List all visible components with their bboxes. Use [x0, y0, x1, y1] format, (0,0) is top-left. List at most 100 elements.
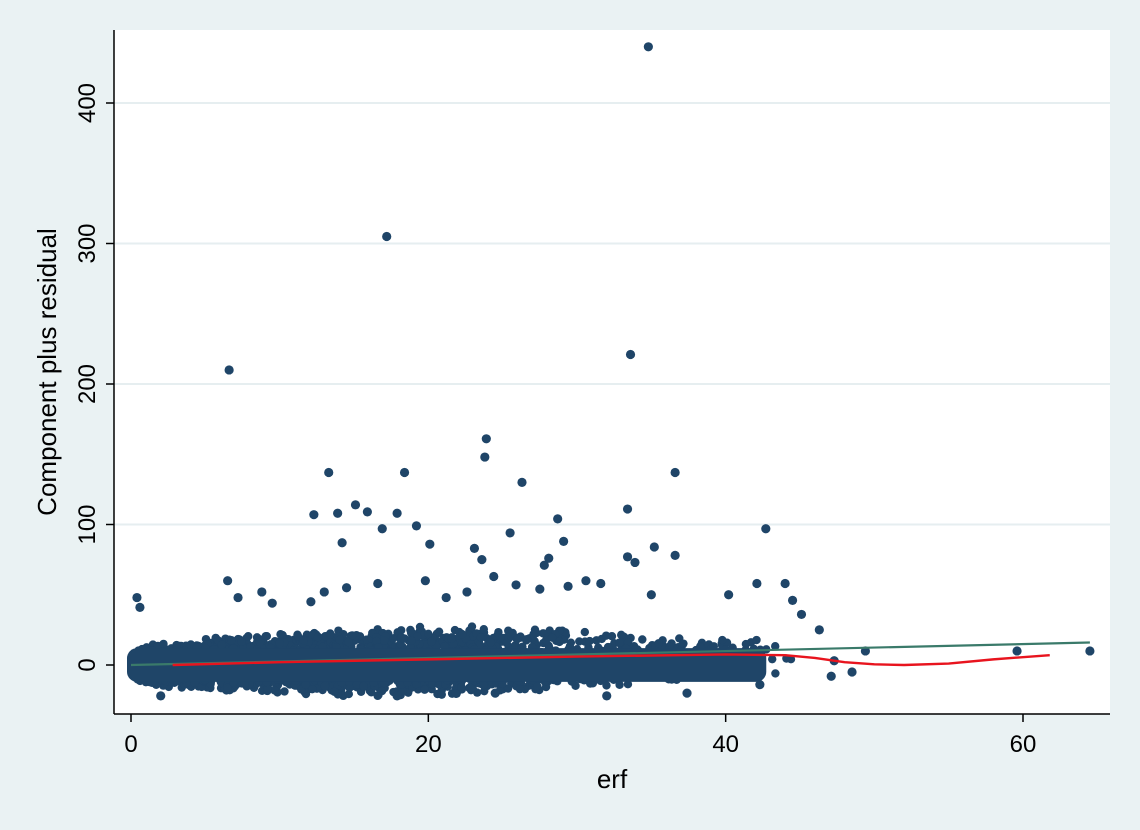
cloud-point: [522, 634, 532, 644]
plot-background: [114, 30, 1110, 714]
data-point: [670, 467, 680, 478]
cloud-point: [217, 640, 227, 649]
data-point: [135, 602, 145, 612]
cloud-point: [320, 681, 330, 691]
cloud-point: [344, 637, 353, 647]
data-point: [649, 542, 659, 552]
data-point: [462, 587, 472, 597]
y-tick-label: 100: [74, 504, 101, 544]
cloud-point: [580, 627, 590, 637]
data-point: [257, 587, 267, 597]
cloud-point: [467, 622, 477, 631]
data-point: [596, 578, 606, 589]
y-tick-label: 300: [74, 223, 101, 263]
data-point: [780, 578, 790, 589]
cloud-point: [159, 639, 168, 649]
cloud-point: [374, 690, 383, 700]
data-point: [539, 560, 549, 570]
cloud-point: [237, 637, 246, 646]
data-point: [553, 514, 563, 524]
data-point: [477, 555, 487, 565]
data-point: [670, 550, 680, 561]
cloud-point: [532, 628, 541, 638]
y-tick-label: 400: [74, 83, 101, 123]
data-point: [373, 578, 383, 589]
cloud-point: [585, 636, 594, 646]
data-point: [399, 467, 410, 478]
cloud-point: [771, 669, 780, 678]
data-points: [132, 42, 1095, 701]
cloud-point: [280, 687, 289, 696]
data-point: [814, 625, 824, 635]
data-point: [337, 538, 347, 548]
x-tick-label: 40: [712, 731, 739, 758]
data-point: [646, 590, 656, 600]
data-point: [622, 504, 633, 514]
cloud-point: [261, 631, 271, 641]
cloud-point: [223, 683, 232, 693]
data-point: [1085, 646, 1095, 656]
data-point: [306, 597, 316, 607]
data-point: [132, 592, 142, 603]
data-point: [319, 587, 329, 597]
cloud-point: [479, 680, 488, 690]
data-point: [223, 576, 233, 586]
data-point: [420, 576, 430, 586]
data-point: [847, 667, 857, 677]
data-point: [267, 598, 277, 608]
data-point: [535, 584, 545, 594]
data-point: [233, 592, 243, 603]
cloud-point: [437, 690, 446, 699]
cloud-point: [352, 680, 362, 689]
cloud-point: [512, 635, 522, 644]
data-point: [377, 524, 387, 534]
cloud-point: [227, 636, 236, 645]
cloud-point: [768, 654, 777, 664]
x-axis-ticks: 0 20 40 60: [124, 714, 1036, 758]
cloud-point: [299, 636, 308, 645]
data-point: [826, 671, 836, 681]
y-axis-ticks: 0 100 200 300 400: [74, 83, 114, 672]
cloud-point: [654, 639, 663, 648]
cloud-point: [479, 624, 489, 634]
data-point: [441, 592, 451, 603]
cloud-point: [424, 629, 433, 639]
cloud-point: [752, 635, 761, 645]
cloud-point: [325, 630, 335, 639]
grid-lines: [114, 102, 1110, 526]
data-point: [581, 576, 591, 586]
cloud-point: [533, 682, 542, 691]
cloud-point: [308, 685, 317, 694]
data-point: [489, 571, 499, 582]
cloud-point: [515, 684, 525, 694]
x-axis-label: erf: [597, 764, 628, 794]
cloud-point: [547, 633, 557, 642]
cloud-point: [502, 638, 511, 648]
data-point: [511, 580, 521, 590]
fit-lines: [130, 641, 1090, 667]
cloud-point: [367, 688, 376, 697]
data-point: [324, 467, 334, 478]
cloud-point: [503, 684, 513, 693]
data-point: [411, 521, 422, 531]
cloud-point: [566, 638, 576, 647]
data-point: [224, 365, 234, 375]
cloud-point: [347, 631, 357, 640]
cloud-point: [407, 636, 416, 646]
data-point: [796, 609, 807, 620]
cloud-point: [615, 638, 624, 647]
cloud-point: [718, 635, 727, 645]
data-point: [480, 452, 490, 462]
cloud-point: [602, 681, 611, 690]
cloud-point: [344, 689, 354, 699]
cloud-point: [397, 633, 406, 642]
cloud-point: [275, 639, 284, 648]
data-point: [490, 688, 500, 698]
data-point: [622, 552, 633, 562]
data-point: [752, 578, 762, 589]
cloud-point: [263, 684, 272, 693]
x-tick-label: 0: [124, 731, 137, 758]
cloud-point: [255, 637, 265, 647]
cloud-point: [617, 630, 626, 640]
cloud-point: [623, 679, 633, 689]
